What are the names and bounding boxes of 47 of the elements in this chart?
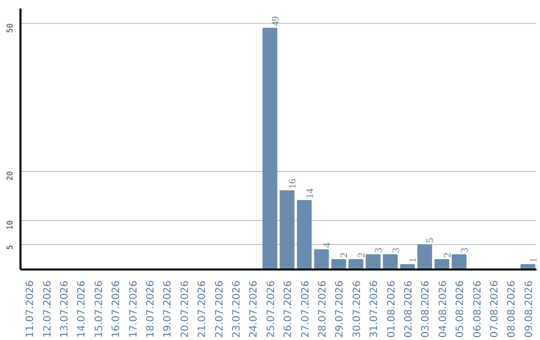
x-tick-label: 05.08.2026 bbox=[455, 280, 466, 338]
x-tick-label: 12.07.2026 bbox=[42, 280, 54, 338]
x-tick-label: 19.07.2026 bbox=[162, 280, 174, 338]
x-tick-label: 31.07.2026 bbox=[369, 280, 380, 338]
x-tick-label: 11.07.2026 bbox=[25, 280, 36, 338]
x-tick-label: 30.07.2026 bbox=[352, 280, 363, 338]
x-tick-label: 21.07.2026 bbox=[197, 280, 208, 338]
y-tick-label: 10 bbox=[6, 220, 14, 230]
x-tick-label: 22.07.2026 bbox=[214, 280, 226, 338]
data-label: 2 bbox=[339, 252, 350, 258]
data-label: 3 bbox=[374, 248, 385, 253]
y-tick-label: 50 bbox=[6, 23, 14, 33]
data-label: 16 bbox=[288, 178, 299, 189]
data-label: 3 bbox=[390, 248, 402, 253]
x-tick-label: 13.07.2026 bbox=[60, 280, 70, 338]
data-label: 3 bbox=[460, 248, 471, 253]
x-tick-label: 09.08.2026 bbox=[524, 280, 535, 338]
x-tick-label: 25.07.2026 bbox=[266, 280, 277, 338]
data-label: 1 bbox=[408, 258, 419, 263]
y-tick-label: 5 bbox=[6, 244, 14, 250]
x-tick-label: 08.08.2026 bbox=[506, 280, 518, 338]
x-tick-label: 16.07.2026 bbox=[111, 280, 122, 338]
x-tick-label: 14.07.2026 bbox=[76, 280, 88, 338]
x-tick-label: 04.08.2026 bbox=[438, 280, 449, 338]
data-label: 1 bbox=[528, 258, 540, 263]
x-tick-label: 17.07.2026 bbox=[128, 280, 140, 338]
data-label: 5 bbox=[425, 238, 436, 243]
data-label: 2 bbox=[442, 252, 454, 258]
x-tick-label: 29.07.2026 bbox=[334, 280, 346, 338]
data-label: 2 bbox=[356, 252, 368, 258]
x-tick-label: 01.08.2026 bbox=[386, 280, 398, 338]
x-tick-label: 23.07.2026 bbox=[232, 280, 242, 338]
x-tick-label: 15.07.2026 bbox=[94, 280, 105, 338]
y-tick-label: 20 bbox=[6, 170, 14, 181]
x-tick-label: 24.07.2026 bbox=[248, 280, 260, 338]
data-label: 49 bbox=[270, 16, 282, 26]
x-tick-label: 18.07.2026 bbox=[146, 280, 156, 338]
data-label: 14 bbox=[304, 188, 316, 199]
x-tick-label: 20.07.2026 bbox=[180, 280, 191, 338]
x-tick-label: 26.07.2026 bbox=[283, 280, 294, 338]
x-tick-label: 07.08.2026 bbox=[490, 280, 500, 338]
x-tick-label: 27.07.2026 bbox=[300, 280, 312, 338]
x-tick-label: 03.08.2026 bbox=[420, 280, 432, 338]
x-tick-label: 02.08.2026 bbox=[404, 280, 414, 338]
x-tick-label: 28.07.2026 bbox=[318, 280, 328, 338]
data-label: 4 bbox=[322, 242, 333, 248]
x-tick-label: 06.08.2026 bbox=[472, 280, 484, 338]
